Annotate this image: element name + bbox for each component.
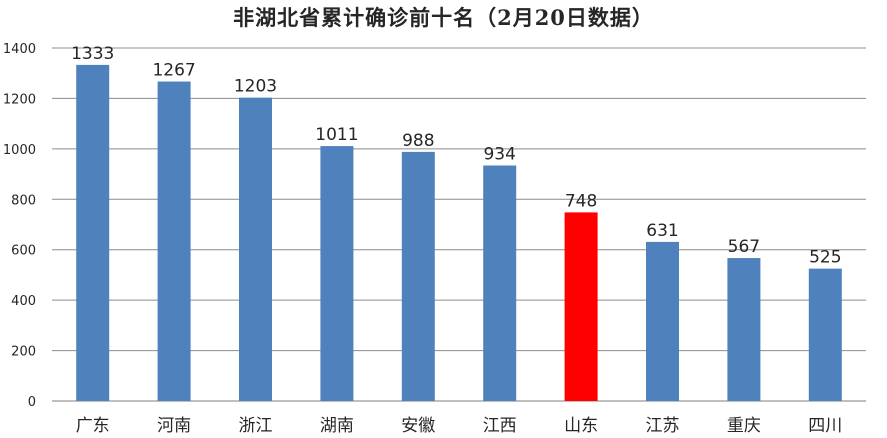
x-tick-label: 四川 bbox=[808, 416, 842, 436]
data-label: 631 bbox=[646, 221, 678, 241]
y-tick-label: 800 bbox=[11, 193, 36, 208]
y-tick-label: 400 bbox=[11, 294, 36, 309]
x-tick-label: 广东 bbox=[76, 416, 110, 436]
x-tick-label: 浙江 bbox=[239, 416, 273, 436]
data-label: 1011 bbox=[315, 125, 358, 145]
bar-浙江 bbox=[239, 97, 272, 401]
data-label: 988 bbox=[402, 131, 434, 151]
x-tick-label: 河南 bbox=[157, 416, 191, 436]
data-label: 525 bbox=[809, 248, 841, 268]
x-tick-label: 江苏 bbox=[646, 416, 680, 436]
x-tick-label: 重庆 bbox=[727, 416, 761, 436]
bars bbox=[76, 64, 842, 402]
y-tick-label: 1000 bbox=[3, 143, 36, 158]
y-tick-label: 200 bbox=[11, 345, 36, 360]
bar-四川 bbox=[808, 268, 842, 401]
x-tick-label: 安徽 bbox=[401, 416, 435, 436]
y-tick-label: 600 bbox=[11, 244, 36, 259]
x-axis-ticks: 广东 河南 浙江 湖南 安徽 江西 山东 江苏 重庆 四川 bbox=[76, 416, 843, 436]
bar-江苏 bbox=[646, 241, 679, 401]
x-tick-label: 江西 bbox=[483, 416, 517, 436]
chart-title: 非湖北省累计确诊前十名（2月20日数据） bbox=[233, 5, 654, 30]
bar-重庆 bbox=[727, 258, 761, 401]
data-label: 1267 bbox=[152, 61, 195, 81]
y-tick-label: 0 bbox=[28, 395, 36, 410]
data-label: 567 bbox=[728, 237, 760, 257]
bar-江西 bbox=[483, 165, 517, 401]
y-tick-label: 1400 bbox=[3, 42, 36, 57]
bar-湖南 bbox=[320, 146, 354, 401]
x-tick-label: 山东 bbox=[564, 416, 598, 436]
data-label: 934 bbox=[483, 144, 515, 164]
data-labels: 1333 1267 1203 1011 988 934 748 631 567 525 bbox=[71, 44, 841, 268]
bar-河南 bbox=[157, 81, 191, 401]
bar-山东 bbox=[564, 212, 598, 401]
data-label: 1333 bbox=[71, 44, 114, 64]
y-tick-label: 1200 bbox=[3, 92, 36, 107]
data-label: 748 bbox=[565, 191, 597, 211]
y-axis-ticks: 0 200 400 600 800 1000 1200 1400 bbox=[3, 42, 36, 410]
data-label: 1203 bbox=[234, 77, 277, 97]
x-tick-label: 湖南 bbox=[320, 416, 354, 436]
bar-安徽 bbox=[401, 151, 435, 401]
bar-广东 bbox=[76, 64, 110, 402]
